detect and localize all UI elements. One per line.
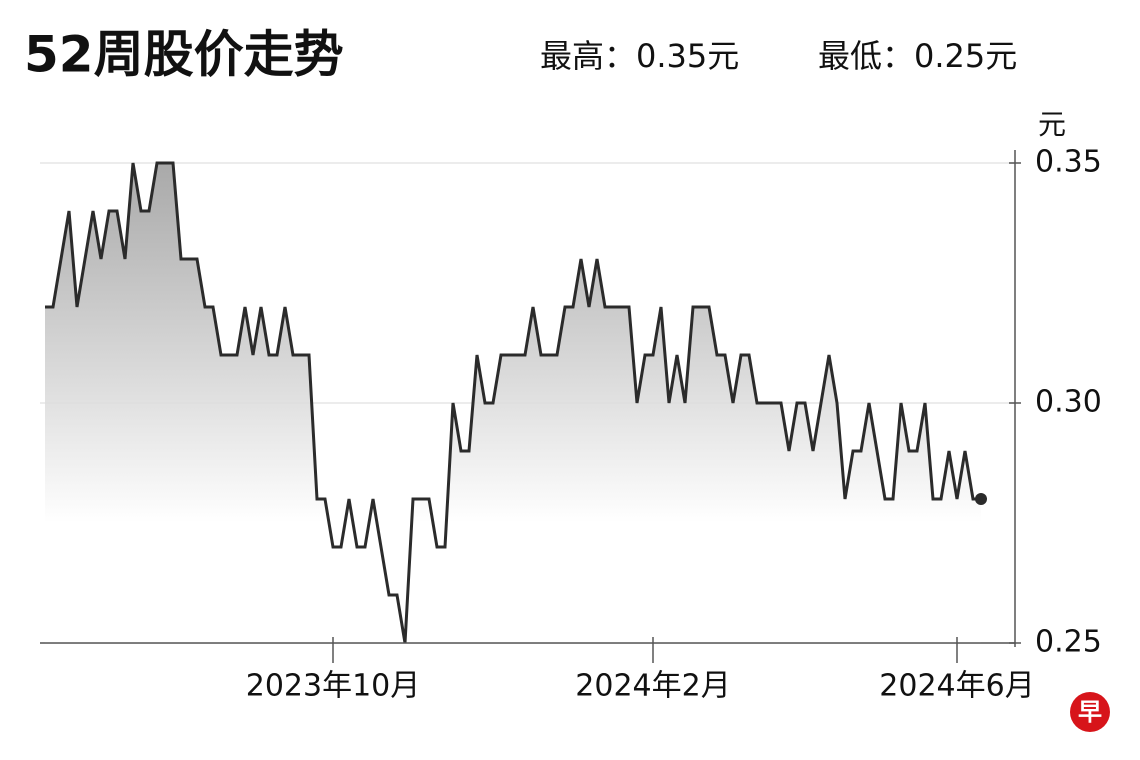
y-tick-label: 0.25: [1035, 625, 1102, 660]
y-unit: 元: [1038, 108, 1066, 141]
line: [45, 161, 981, 644]
chart-title: 52周股价走势: [24, 26, 344, 84]
low-label: 最低：0.25元: [818, 37, 1017, 75]
logo-badge: [1070, 692, 1110, 732]
last-point: [975, 493, 987, 505]
high-label: 最高：0.35元: [540, 37, 739, 75]
x-tick-label: 2024年2月: [575, 669, 730, 704]
x-tick-label: 2024年6月: [879, 669, 1034, 704]
x-tick-label: 2023年10月: [246, 669, 421, 704]
area: [45, 163, 981, 643]
logo: 早: [1078, 698, 1102, 726]
y-tick-label: 0.30: [1035, 385, 1102, 420]
y-tick-label: 0.35: [1035, 145, 1102, 180]
plot: 0.35 0.30 0.25 2023年10月 2024年2月 2024年6月: [40, 145, 1102, 704]
